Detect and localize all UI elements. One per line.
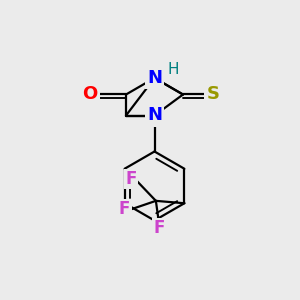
Text: F: F bbox=[119, 200, 130, 218]
Text: H: H bbox=[167, 61, 179, 76]
Text: S: S bbox=[206, 85, 220, 103]
Text: F: F bbox=[125, 170, 137, 188]
Text: N: N bbox=[147, 69, 162, 87]
Text: F: F bbox=[154, 220, 165, 238]
Text: N: N bbox=[147, 106, 162, 124]
Text: O: O bbox=[82, 85, 98, 103]
